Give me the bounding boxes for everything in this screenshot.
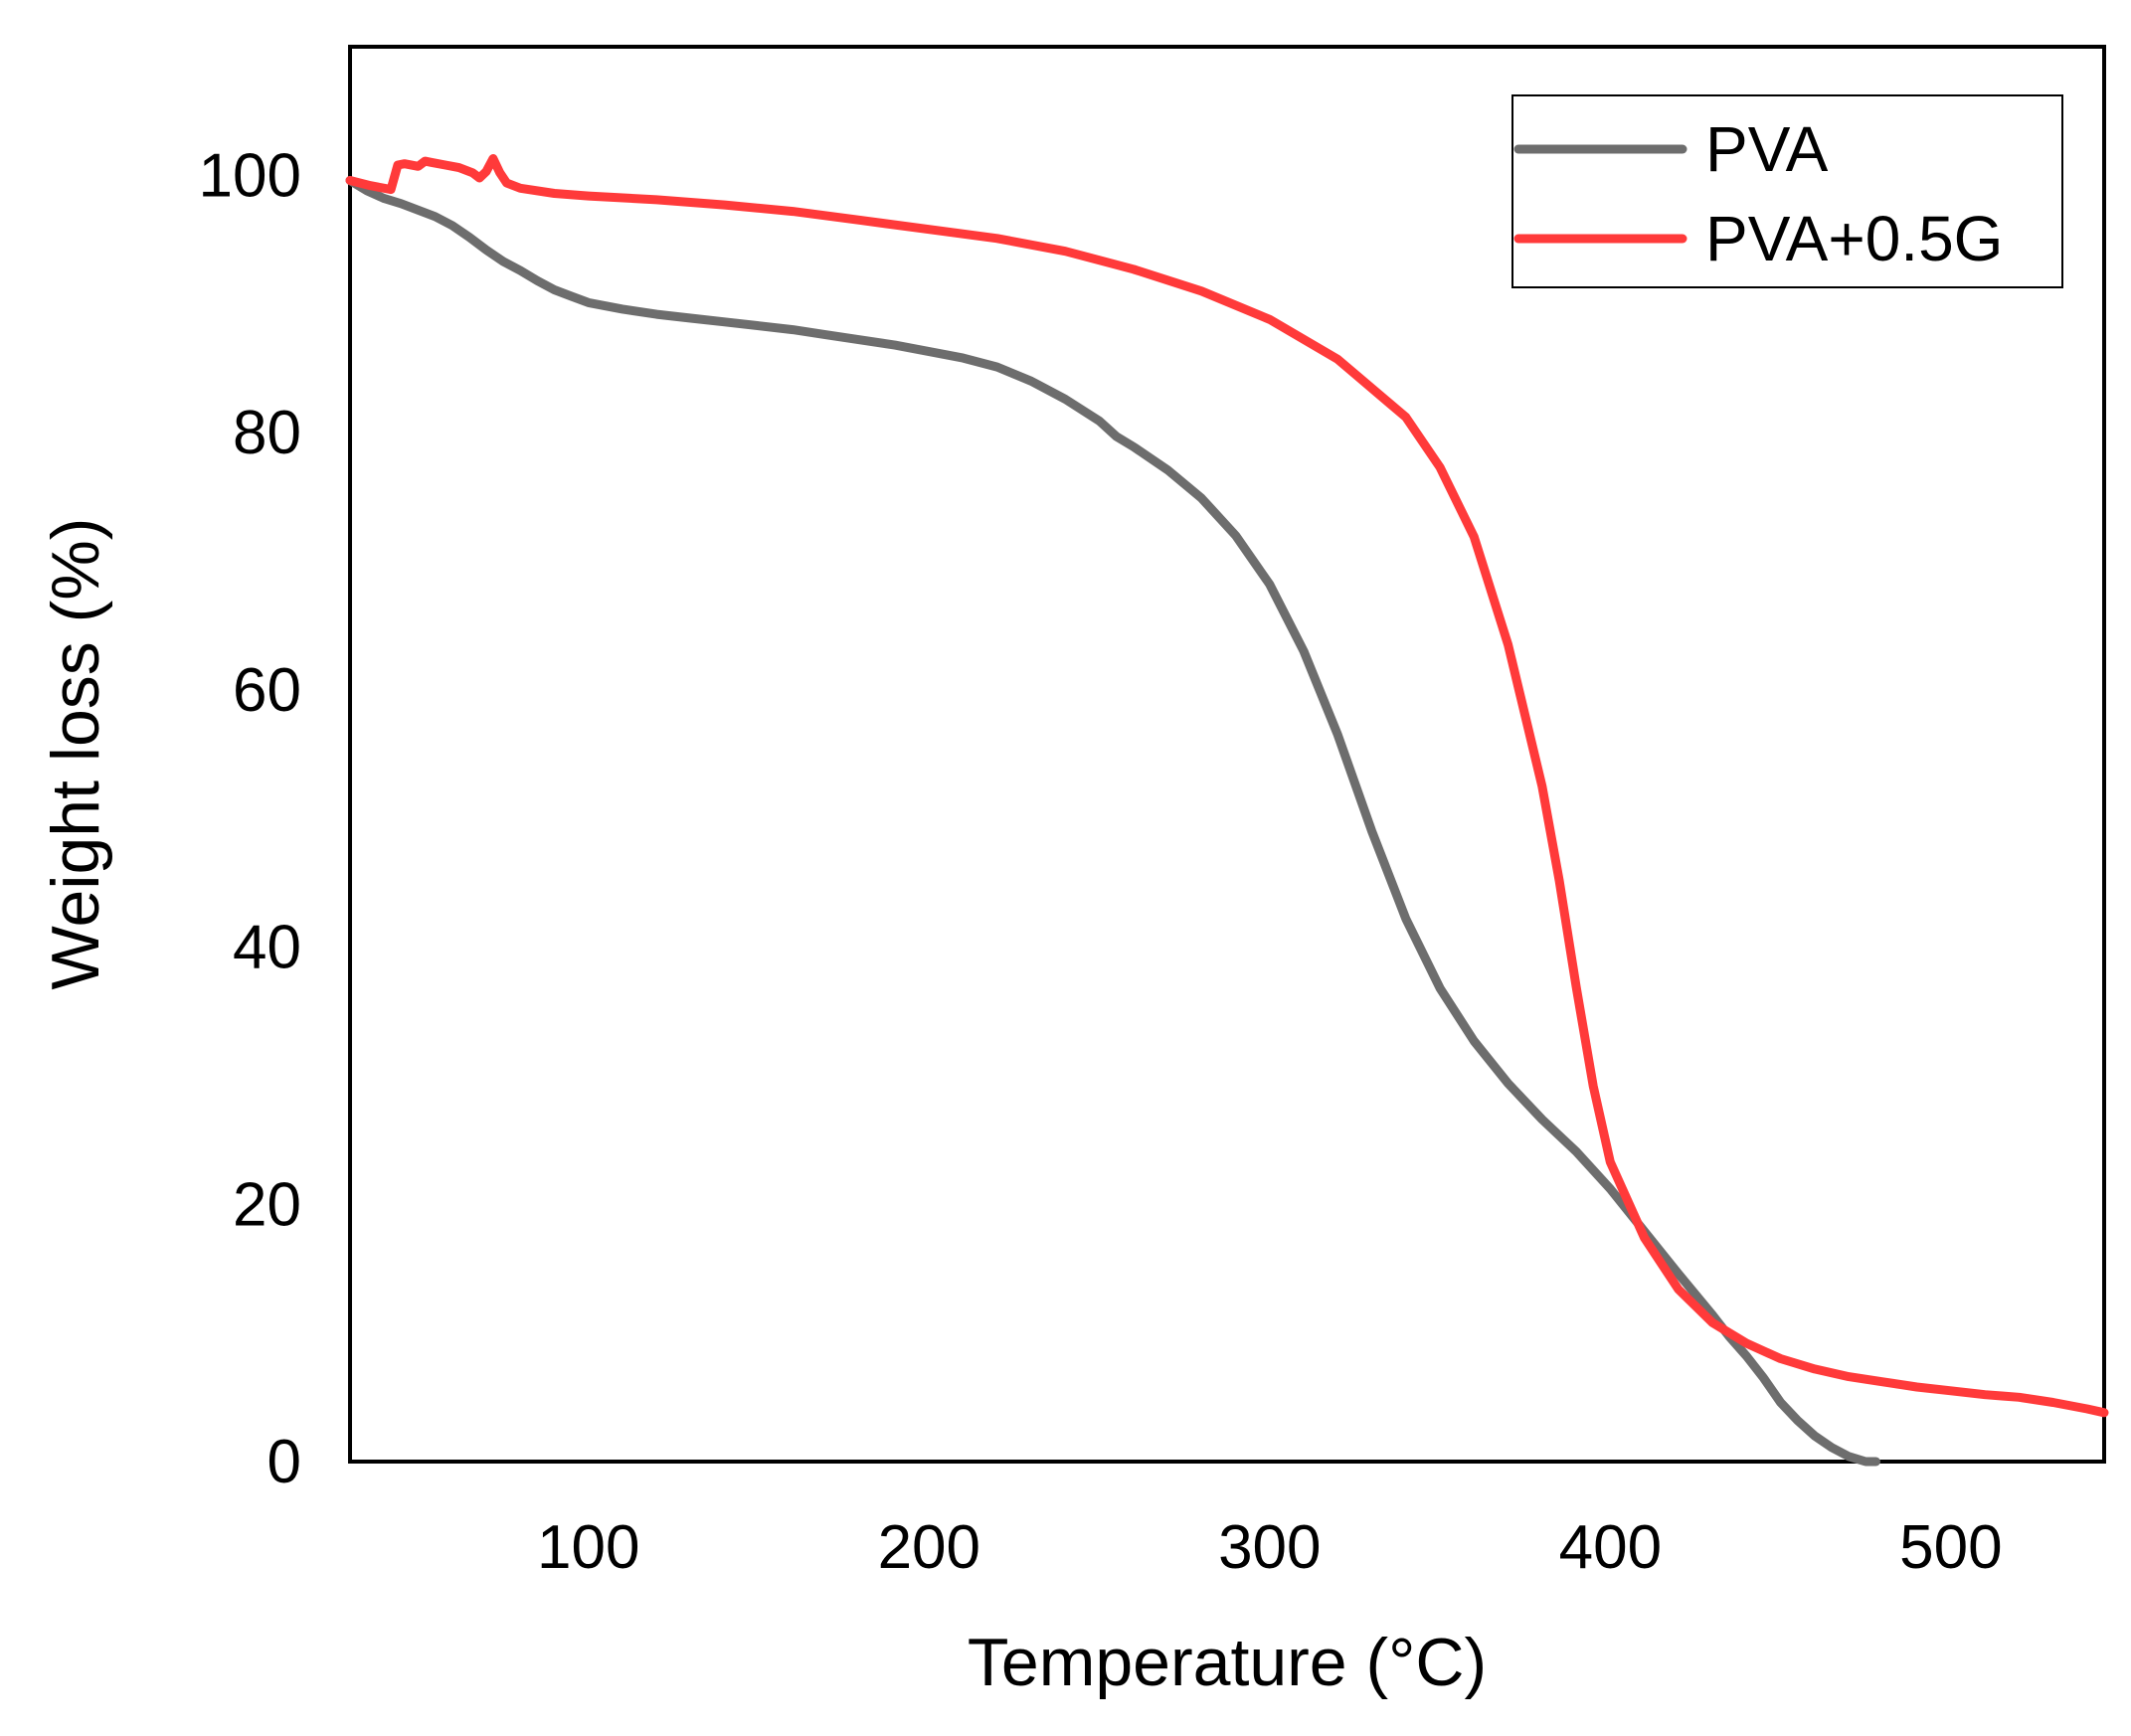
x-axis-ticks: 100 200 300 400 500 <box>537 1513 2003 1582</box>
x-axis-title: Temperature (°C) <box>968 1625 1487 1700</box>
x-tick-label: 400 <box>1559 1513 1662 1582</box>
y-tick-label: 60 <box>233 656 301 725</box>
series-layer <box>345 154 2109 1467</box>
legend-label-pva-0-5g: PVA+0.5G <box>1705 203 2003 274</box>
x-tick-label: 500 <box>1899 1513 2002 1582</box>
series-line-pva-0-5g <box>345 154 2109 1418</box>
y-tick-label: 80 <box>233 399 301 467</box>
y-tick-label: 40 <box>233 914 301 982</box>
legend-box <box>1511 94 2063 288</box>
x-tick-label: 200 <box>878 1513 980 1582</box>
legend: PVA PVA+0.5G <box>1511 94 2063 288</box>
y-axis-ticks: 0 20 40 60 80 100 <box>199 141 301 1496</box>
series-line-pva <box>345 176 1880 1467</box>
y-tick-label: 0 <box>267 1428 301 1496</box>
legend-label-pva: PVA <box>1705 113 1829 185</box>
plot-area-frame <box>348 45 2106 1464</box>
x-tick-label: 100 <box>537 1513 639 1582</box>
x-tick-label: 300 <box>1218 1513 1321 1582</box>
y-tick-label: 100 <box>199 141 301 210</box>
y-axis-title: Weight loss (%) <box>38 518 113 990</box>
y-tick-label: 20 <box>233 1170 301 1239</box>
